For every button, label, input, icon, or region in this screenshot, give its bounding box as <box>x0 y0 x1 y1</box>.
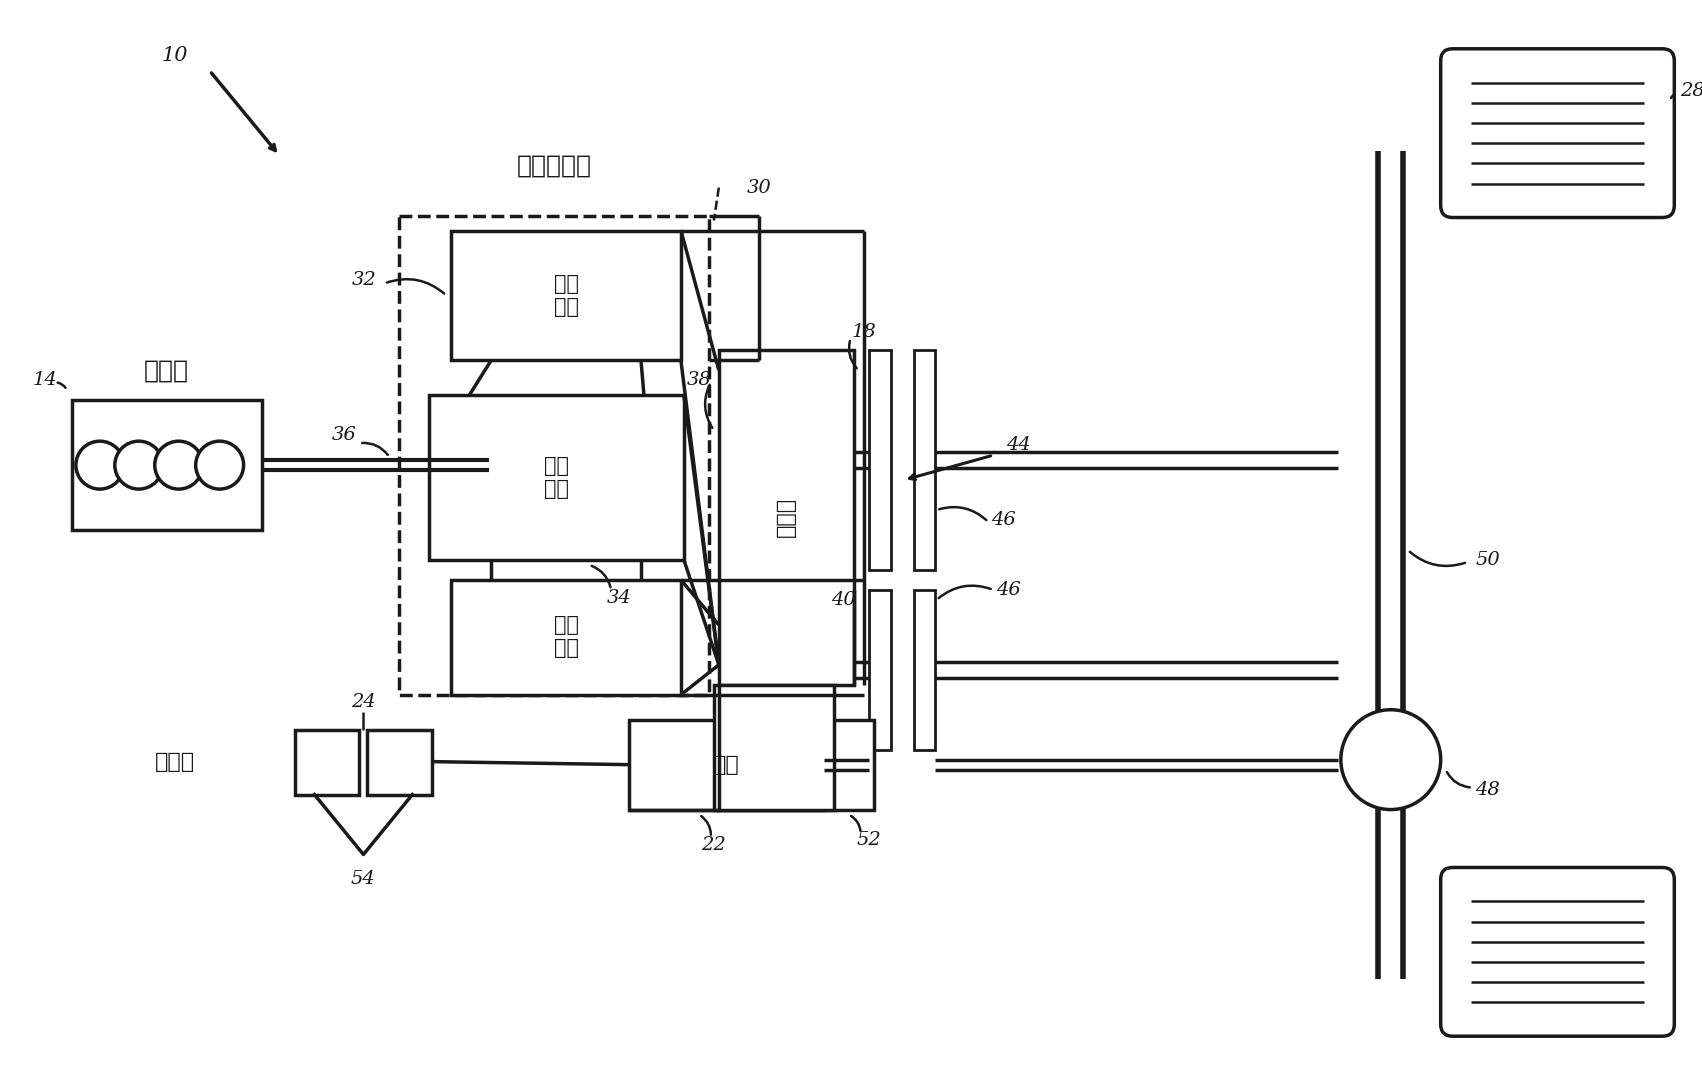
Bar <box>294 730 359 795</box>
Bar <box>914 350 936 570</box>
Text: 10: 10 <box>162 47 187 65</box>
Text: 22: 22 <box>701 836 727 853</box>
Bar <box>71 400 262 530</box>
Bar <box>451 580 681 695</box>
Bar <box>451 231 681 360</box>
Bar <box>868 590 890 750</box>
Text: 28: 28 <box>1680 81 1702 100</box>
Text: 环形
齿轮: 环形 齿轮 <box>553 274 579 317</box>
Text: 行星齿轮组: 行星齿轮组 <box>517 154 592 178</box>
Text: 30: 30 <box>747 179 771 196</box>
Text: 36: 36 <box>332 426 357 444</box>
Text: 48: 48 <box>1476 780 1499 799</box>
Text: 环形
齿轮: 环形 齿轮 <box>553 616 579 658</box>
Bar <box>718 720 873 810</box>
Bar <box>718 350 854 685</box>
Text: 电池组: 电池组 <box>155 751 194 772</box>
Circle shape <box>196 441 243 489</box>
Bar <box>368 730 432 795</box>
Circle shape <box>1341 710 1440 810</box>
Text: 发动机: 发动机 <box>145 359 189 383</box>
Circle shape <box>114 441 163 489</box>
FancyBboxPatch shape <box>1440 867 1675 1036</box>
Text: 34: 34 <box>606 589 631 607</box>
Circle shape <box>155 441 203 489</box>
Bar <box>868 350 890 570</box>
Text: 44: 44 <box>1006 436 1031 454</box>
Text: 46: 46 <box>996 581 1021 599</box>
Text: 24: 24 <box>351 693 376 711</box>
Text: 18: 18 <box>851 323 877 341</box>
Text: 52: 52 <box>856 830 882 849</box>
Bar <box>713 685 834 810</box>
Text: 38: 38 <box>686 371 711 389</box>
Bar <box>400 216 708 695</box>
FancyBboxPatch shape <box>1440 49 1675 218</box>
Text: 32: 32 <box>352 271 376 289</box>
Text: 40: 40 <box>831 591 856 609</box>
Text: 中心
齿轮: 中心 齿轮 <box>543 455 568 499</box>
Circle shape <box>77 441 124 489</box>
Bar <box>429 396 684 560</box>
Text: 14: 14 <box>32 371 58 389</box>
Bar <box>630 720 824 810</box>
Text: 发电机: 发电机 <box>776 496 797 537</box>
Text: 54: 54 <box>351 870 376 889</box>
Text: 46: 46 <box>991 511 1016 529</box>
Bar <box>914 590 936 750</box>
Text: 50: 50 <box>1476 551 1499 569</box>
Text: 马达: 马达 <box>713 754 739 775</box>
